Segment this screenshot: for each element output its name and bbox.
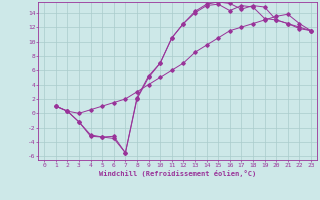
X-axis label: Windchill (Refroidissement éolien,°C): Windchill (Refroidissement éolien,°C) bbox=[99, 170, 256, 177]
